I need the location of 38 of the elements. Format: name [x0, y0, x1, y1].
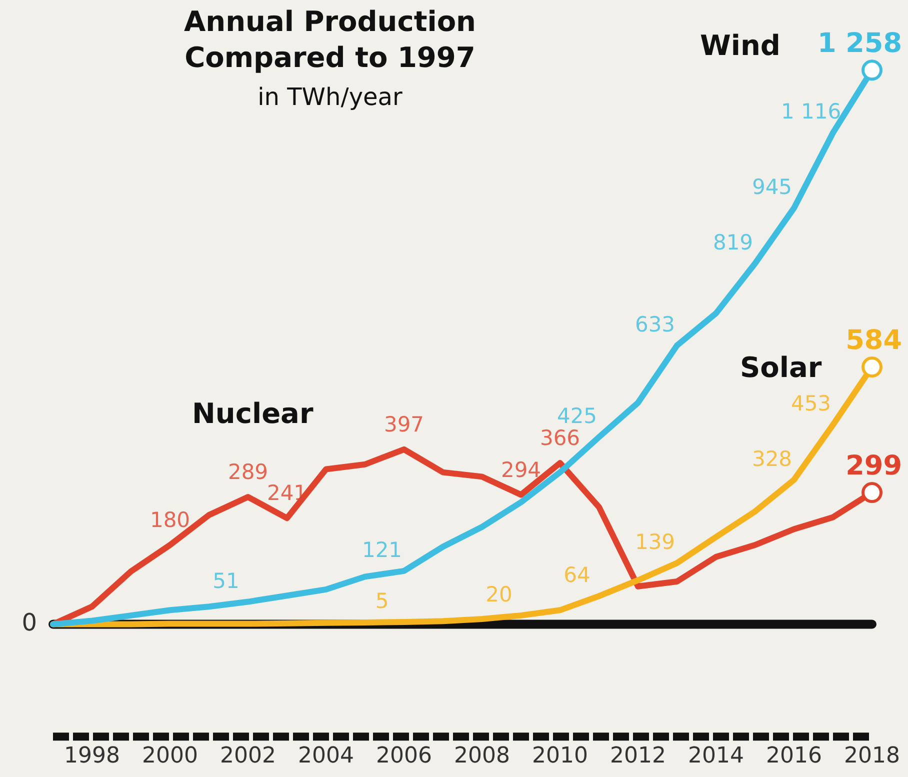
- chart-title: Annual Production Compared to 1997: [182, 4, 477, 76]
- data-label: 1 258: [817, 28, 902, 60]
- x-tick-label: 1998: [64, 744, 120, 769]
- data-label: 328: [752, 446, 792, 471]
- x-tick-label: 2010: [532, 744, 588, 769]
- data-label: 945: [752, 175, 792, 200]
- data-label: 299: [846, 450, 902, 482]
- data-label: 1 116: [780, 100, 842, 124]
- data-label: 294: [500, 458, 542, 482]
- data-label: 121: [362, 538, 402, 562]
- data-label: 64: [564, 563, 590, 588]
- data-label: 180: [150, 508, 190, 532]
- text: Wind: [700, 29, 780, 62]
- x-tick-label: 2016: [766, 744, 822, 769]
- data-label: 453: [790, 392, 832, 416]
- annotation: 0: [22, 608, 37, 636]
- data-label: 425: [556, 404, 598, 428]
- data-label: 397: [384, 412, 424, 436]
- data-label: 289: [228, 460, 268, 484]
- data-label: 633: [634, 312, 676, 336]
- data-label: 819: [712, 230, 754, 255]
- data-label: 5: [375, 589, 389, 614]
- series-label: Solar: [740, 351, 822, 384]
- data-label: 51: [212, 568, 240, 593]
- x-tick-label: 2012: [610, 744, 666, 769]
- data-label: 366: [540, 426, 580, 450]
- x-tick-label: 2002: [220, 744, 276, 769]
- text: in TWh/year: [256, 82, 404, 113]
- x-tick-label: 2004: [298, 744, 354, 769]
- x-tick-label: 2014: [688, 744, 744, 769]
- x-tick-label: 2000: [142, 744, 198, 769]
- x-tick-label: 2006: [376, 744, 432, 769]
- data-label: 584: [846, 325, 902, 356]
- series-label: Nuclear: [192, 397, 314, 430]
- x-tick-label: 2018: [844, 744, 900, 769]
- data-label: 20: [486, 582, 512, 606]
- x-tick-label: 2008: [454, 744, 510, 769]
- data-label: 139: [634, 530, 676, 554]
